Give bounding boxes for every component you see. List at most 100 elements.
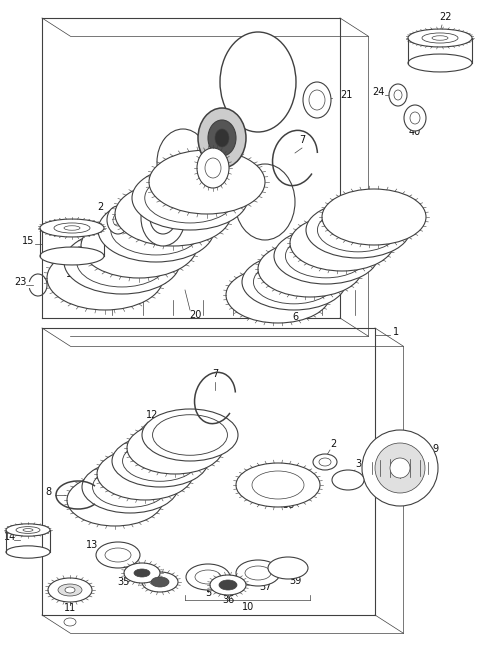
Ellipse shape xyxy=(77,237,167,287)
Text: 16: 16 xyxy=(244,182,256,192)
Ellipse shape xyxy=(245,566,271,580)
Text: 9: 9 xyxy=(432,444,438,454)
Ellipse shape xyxy=(40,219,104,237)
Ellipse shape xyxy=(81,214,197,278)
Text: 24: 24 xyxy=(372,87,384,97)
Ellipse shape xyxy=(362,430,438,506)
Ellipse shape xyxy=(105,548,131,562)
Ellipse shape xyxy=(332,470,364,490)
Ellipse shape xyxy=(389,84,407,106)
Ellipse shape xyxy=(115,182,231,246)
Ellipse shape xyxy=(142,572,178,592)
Ellipse shape xyxy=(290,215,394,271)
Text: 40: 40 xyxy=(409,127,421,137)
Ellipse shape xyxy=(141,190,185,246)
Ellipse shape xyxy=(390,458,410,478)
Ellipse shape xyxy=(47,246,163,310)
Ellipse shape xyxy=(235,164,295,240)
Ellipse shape xyxy=(208,120,236,156)
Text: 14: 14 xyxy=(4,532,16,542)
Ellipse shape xyxy=(303,82,331,118)
Ellipse shape xyxy=(242,254,346,310)
Ellipse shape xyxy=(145,173,235,223)
Ellipse shape xyxy=(112,435,208,487)
Ellipse shape xyxy=(150,202,176,234)
Text: 18: 18 xyxy=(157,230,169,240)
Ellipse shape xyxy=(132,166,248,230)
Text: 19: 19 xyxy=(216,112,228,122)
Text: 5: 5 xyxy=(210,179,216,189)
Text: 38: 38 xyxy=(282,500,294,510)
Ellipse shape xyxy=(157,129,209,195)
Ellipse shape xyxy=(107,206,129,234)
Ellipse shape xyxy=(40,247,104,265)
Ellipse shape xyxy=(82,461,178,513)
Ellipse shape xyxy=(236,560,280,586)
Ellipse shape xyxy=(404,105,426,131)
Text: 7: 7 xyxy=(299,135,305,145)
Text: 8: 8 xyxy=(45,487,51,497)
Ellipse shape xyxy=(54,223,90,233)
Ellipse shape xyxy=(274,228,378,284)
Text: 13: 13 xyxy=(86,540,98,550)
Ellipse shape xyxy=(219,580,237,590)
Ellipse shape xyxy=(93,466,168,507)
Ellipse shape xyxy=(432,36,448,40)
Ellipse shape xyxy=(64,230,180,294)
Text: 17: 17 xyxy=(66,269,78,279)
Ellipse shape xyxy=(309,90,325,110)
Text: 5: 5 xyxy=(205,588,211,598)
Ellipse shape xyxy=(58,584,82,596)
Ellipse shape xyxy=(149,150,265,214)
Ellipse shape xyxy=(408,54,472,72)
Ellipse shape xyxy=(64,618,76,626)
Ellipse shape xyxy=(410,112,420,124)
Text: 3: 3 xyxy=(355,459,361,469)
Ellipse shape xyxy=(236,463,320,507)
Ellipse shape xyxy=(215,129,229,147)
Ellipse shape xyxy=(319,458,331,466)
Ellipse shape xyxy=(111,205,201,255)
Ellipse shape xyxy=(48,578,92,602)
Text: 2: 2 xyxy=(330,439,336,449)
Ellipse shape xyxy=(197,148,229,188)
Ellipse shape xyxy=(127,422,223,474)
Ellipse shape xyxy=(195,570,221,584)
Ellipse shape xyxy=(322,189,426,245)
Ellipse shape xyxy=(226,267,330,323)
Ellipse shape xyxy=(67,474,163,526)
Text: 22: 22 xyxy=(439,12,451,22)
Ellipse shape xyxy=(96,542,140,568)
Text: 23: 23 xyxy=(14,277,26,287)
Text: 1: 1 xyxy=(393,327,399,337)
Ellipse shape xyxy=(124,563,160,583)
Ellipse shape xyxy=(286,234,367,278)
Ellipse shape xyxy=(23,529,33,531)
Text: 39: 39 xyxy=(289,576,301,586)
Text: 37: 37 xyxy=(259,582,271,592)
Ellipse shape xyxy=(313,454,337,470)
Ellipse shape xyxy=(153,415,228,455)
Ellipse shape xyxy=(6,524,50,536)
Ellipse shape xyxy=(142,409,238,461)
Text: 12: 12 xyxy=(146,410,158,420)
Ellipse shape xyxy=(253,260,335,304)
Text: 10: 10 xyxy=(242,602,254,612)
Ellipse shape xyxy=(205,158,221,178)
Ellipse shape xyxy=(151,577,169,587)
Ellipse shape xyxy=(408,29,472,47)
Text: 6: 6 xyxy=(292,312,298,322)
Text: 21: 21 xyxy=(340,90,352,100)
Text: 11: 11 xyxy=(64,603,76,613)
Text: 34: 34 xyxy=(249,54,261,64)
Text: 35: 35 xyxy=(118,577,130,587)
Text: 15: 15 xyxy=(22,236,34,246)
Ellipse shape xyxy=(252,471,304,499)
Ellipse shape xyxy=(198,108,246,168)
Text: 4: 4 xyxy=(162,137,168,147)
Ellipse shape xyxy=(122,441,197,482)
Ellipse shape xyxy=(65,587,75,593)
Text: 2: 2 xyxy=(97,202,103,212)
Ellipse shape xyxy=(16,527,40,533)
Ellipse shape xyxy=(394,90,402,100)
